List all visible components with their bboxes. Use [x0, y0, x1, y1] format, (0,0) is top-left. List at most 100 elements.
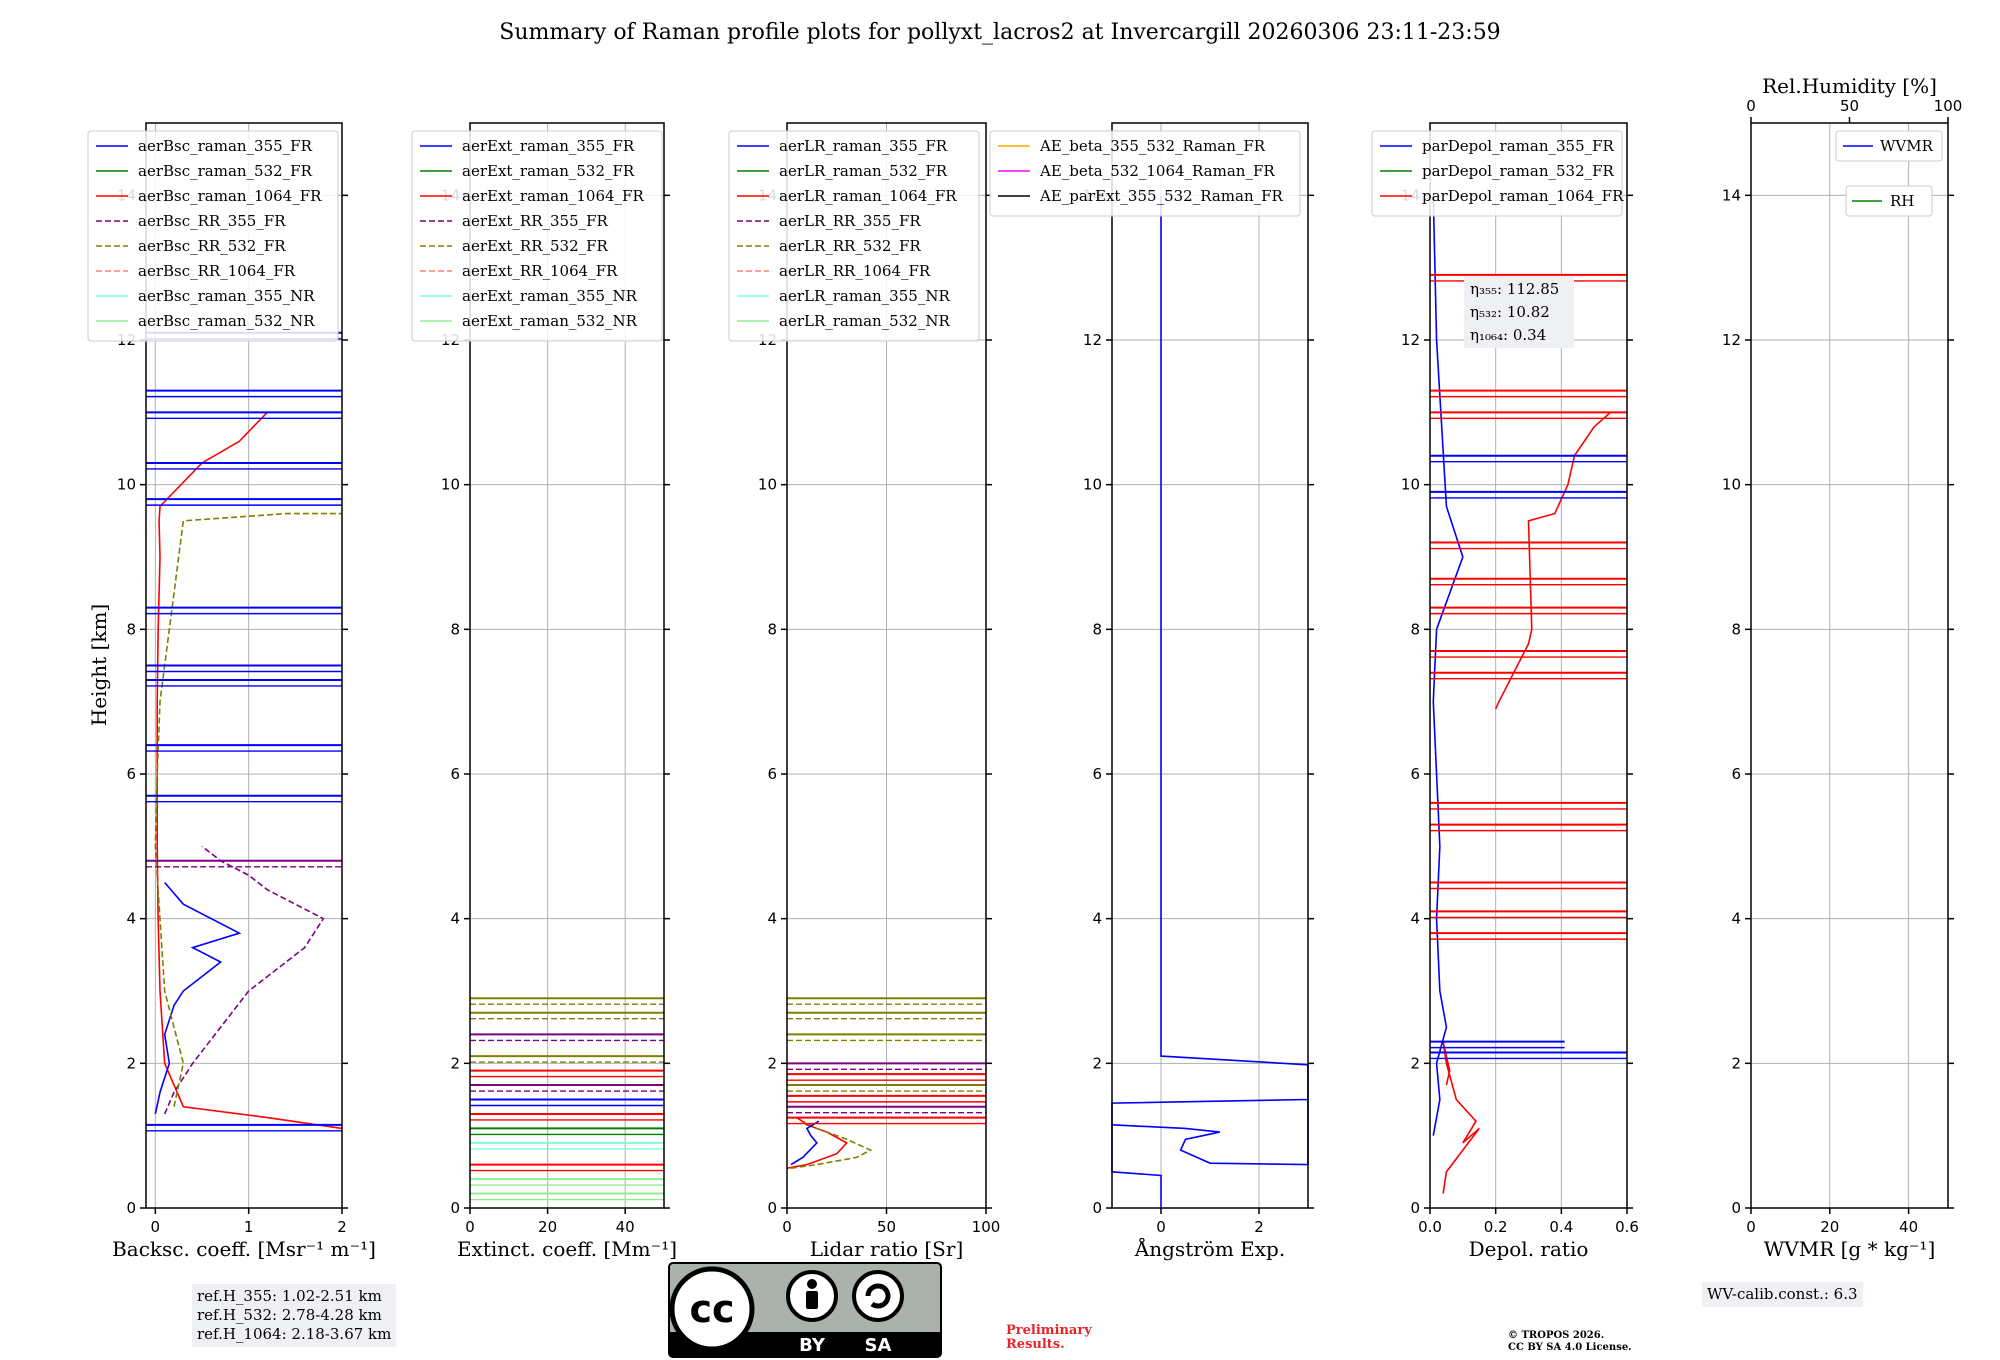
y-tick-label: 2 — [1731, 1054, 1741, 1072]
top-tick-label: 100 — [1934, 97, 1963, 115]
series-line — [156, 411, 343, 1130]
y-tick-label: 6 — [126, 765, 136, 783]
legend-label: aerExt_RR_532_FR — [462, 237, 609, 255]
y-tick-label: 8 — [1092, 620, 1102, 638]
top-axis-label: Rel.Humidity [%] — [1762, 74, 1937, 98]
legend-label: aerLR_raman_532_NR — [779, 312, 950, 330]
y-tick-label: 4 — [126, 910, 136, 928]
by-person-head — [807, 1279, 817, 1289]
legend-label: aerExt_RR_355_FR — [462, 212, 609, 230]
legend-label: aerLR_RR_355_FR — [779, 212, 921, 230]
legend-label: aerBsc_RR_532_FR — [138, 237, 286, 255]
panel-ext: 0246810121402040Extinct. coeff. [Mm⁻¹]ae… — [411, 122, 677, 1261]
x-axis-label: Depol. ratio — [1469, 1237, 1589, 1261]
legend-label: parDepol_raman_1064_FR — [1422, 187, 1624, 205]
y-tick-label: 6 — [450, 765, 460, 783]
series-line — [790, 1120, 820, 1166]
x-tick-label: 40 — [1899, 1218, 1918, 1236]
y-tick-label: 8 — [1410, 620, 1420, 638]
legend-label: aerLR_RR_1064_FR — [779, 262, 931, 280]
x-tick-label: 0 — [465, 1218, 475, 1236]
y-tick-label: 0 — [1410, 1199, 1420, 1217]
y-tick-label: 2 — [1410, 1054, 1420, 1072]
series-line — [1432, 195, 1464, 1136]
x-tick-label: 1 — [244, 1218, 254, 1236]
cc-icon — [669, 1266, 755, 1352]
y-tick-label: 6 — [1731, 765, 1741, 783]
panel-bsc: 02468101214012Backsc. coeff. [Msr⁻¹ m⁻¹]… — [87, 122, 376, 1261]
top-tick-label: 0 — [1746, 97, 1756, 115]
y-tick-label: 0 — [767, 1199, 777, 1217]
y-tick-label: 8 — [1731, 620, 1741, 638]
y-tick-label: 4 — [1092, 910, 1102, 928]
legend-box — [1371, 130, 1623, 217]
series-line — [154, 881, 242, 1115]
x-axis-label: Extinct. coeff. [Mm⁻¹] — [457, 1237, 677, 1261]
y-tick-label: 6 — [1410, 765, 1420, 783]
legend-label: AE_parExt_355_532_Raman_FR — [1039, 187, 1284, 205]
sa-label: SA — [865, 1335, 892, 1356]
legend-label: aerLR_raman_532_FR — [779, 162, 948, 180]
preliminary-line-2: Results. — [1006, 1337, 1065, 1352]
y-tick-label: 2 — [767, 1054, 777, 1072]
axes-frame — [145, 122, 343, 1209]
series-line — [154, 512, 342, 1107]
wv-calibration-box: WV-calib.const.: 6.3 — [1702, 1282, 1863, 1307]
y-tick-label: 4 — [1410, 910, 1420, 928]
eta-annotation: η₅₃₂: 10.82 — [1470, 303, 1550, 321]
sa-icon — [852, 1270, 904, 1322]
legend-label: AE_beta_532_1064_Raman_FR — [1039, 162, 1275, 180]
legend-label: aerBsc_raman_355_FR — [138, 137, 313, 155]
legend-box — [989, 130, 1301, 217]
legend-box — [411, 130, 663, 342]
series-line — [786, 1116, 848, 1170]
legend-label: aerBsc_raman_532_FR — [138, 162, 313, 180]
legend-label: aerLR_raman_355_NR — [779, 287, 950, 305]
y-tick-label: 6 — [1092, 765, 1102, 783]
y-tick-label: 4 — [450, 910, 460, 928]
figure-title: Summary of Raman profile plots for polly… — [499, 20, 1501, 45]
ref-h-1064: ref.H_1064: 2.18-3.67 km — [197, 1325, 392, 1343]
legend-label: aerLR_raman_1064_FR — [779, 187, 957, 205]
x-tick-label: 0.2 — [1484, 1218, 1508, 1236]
eta-annotation: η₃₅₅: 112.85 — [1470, 280, 1559, 298]
series-line — [790, 1120, 873, 1170]
x-axis-label: Ångström Exp. — [1134, 1236, 1285, 1261]
y-tick-label: 10 — [1722, 476, 1741, 494]
x-tick-label: 0 — [151, 1218, 161, 1236]
legend-label: WVMR — [1880, 137, 1934, 155]
ref-h-355: ref.H_355: 1.02-2.51 km — [197, 1287, 382, 1305]
panel-lr: 02468101214050100Lidar ratio [Sr]aerLR_r… — [728, 122, 1000, 1261]
y-tick-label: 4 — [1731, 910, 1741, 928]
y-tick-label: 2 — [450, 1054, 460, 1072]
copyright-line-2: CC BY SA 4.0 License. — [1508, 1342, 1632, 1353]
legend-label: AE_beta_355_532_Raman_FR — [1039, 137, 1266, 155]
by-person-body — [806, 1291, 818, 1309]
copyright-notice: © TROPOS 2026. CC BY SA 4.0 License. — [1508, 1330, 1632, 1354]
legend-label: parDepol_raman_532_FR — [1422, 162, 1615, 180]
legend-label: RH — [1890, 192, 1914, 210]
axes-frame — [1111, 122, 1309, 1209]
legend-label: aerExt_raman_532_NR — [462, 312, 638, 330]
legend-label: aerBsc_raman_1064_FR — [138, 187, 322, 205]
copyright-line-1: © TROPOS 2026. — [1508, 1330, 1605, 1341]
legend-box — [1835, 130, 1943, 162]
y-tick-label: 10 — [117, 476, 136, 494]
y-tick-label: 0 — [1731, 1199, 1741, 1217]
y-tick-label: 0 — [126, 1199, 136, 1217]
top-tick-label: 50 — [1840, 97, 1859, 115]
y-tick-label: 12 — [1083, 331, 1102, 349]
y-tick-label: 8 — [767, 620, 777, 638]
y-tick-label: 10 — [441, 476, 460, 494]
legend-label: aerBsc_raman_532_NR — [138, 312, 315, 330]
x-tick-label: 20 — [538, 1218, 557, 1236]
x-tick-label: 20 — [1820, 1218, 1839, 1236]
annotation-box — [1464, 276, 1574, 348]
legend-label: aerLR_RR_532_FR — [779, 237, 921, 255]
series-line — [1494, 411, 1612, 710]
legend-label: aerExt_raman_355_NR — [462, 287, 638, 305]
legend-box — [728, 130, 980, 342]
y-tick-label: 12 — [1722, 331, 1741, 349]
x-tick-label: 40 — [616, 1218, 635, 1236]
